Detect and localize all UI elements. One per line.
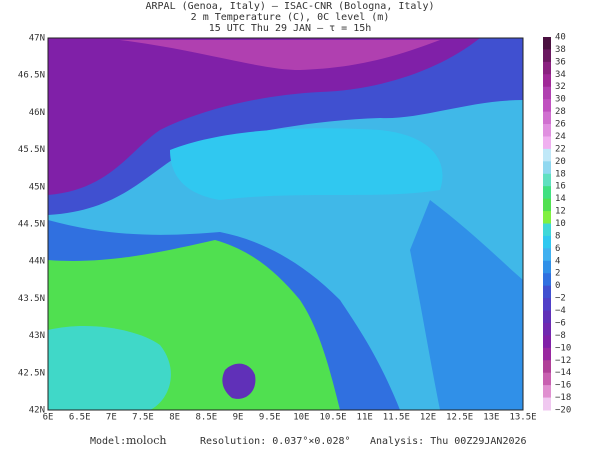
x-label: 7.5E — [132, 413, 154, 423]
colorbar-swatch — [543, 372, 551, 386]
y-label: 46.5N — [18, 71, 45, 81]
colorbar-label: 18 — [555, 169, 566, 179]
colorbar-label: 28 — [555, 107, 566, 117]
colorbar-label: 40 — [555, 33, 566, 43]
footer-analysis: Analysis: Thu 00Z29JAN2026 — [370, 436, 527, 447]
colorbar-swatch — [543, 49, 551, 63]
colorbar-swatch — [543, 322, 551, 336]
colorbar-swatch — [543, 111, 551, 125]
colorbar-swatch — [543, 360, 551, 374]
colorbar-label: 12 — [555, 207, 566, 217]
colorbar-swatch — [543, 124, 551, 137]
colorbar-swatch — [543, 347, 551, 361]
colorbar-swatch — [543, 148, 551, 162]
colorbar-label: 2 — [555, 269, 560, 279]
colorbar-swatch — [543, 173, 551, 187]
x-label: 11E — [357, 413, 373, 423]
y-label: 45N — [29, 182, 45, 192]
colorbar-swatch — [543, 273, 551, 287]
y-label: 46N — [29, 108, 45, 118]
header-line: 15 UTC Thu 29 JAN – τ = 15h — [209, 23, 372, 34]
colorbar-label: 26 — [555, 120, 566, 130]
colorbar-label: −20 — [555, 406, 571, 416]
x-label: 10E — [293, 413, 309, 423]
x-label: 13.5E — [509, 413, 536, 423]
x-label: 13E — [483, 413, 499, 423]
colorbar-swatch — [543, 37, 551, 50]
colorbar-label: −10 — [555, 343, 571, 353]
x-label: 6.5E — [69, 413, 91, 423]
header-line: ARPAL (Genoa, Italy) – ISAC-CNR (Bologna… — [146, 1, 435, 12]
colorbar-label: −6 — [555, 318, 566, 328]
colorbar-swatch — [543, 298, 551, 312]
x-label: 8E — [169, 413, 180, 423]
y-label: 44N — [29, 257, 45, 267]
colorbar-swatch — [543, 74, 551, 88]
x-label: 9E — [233, 413, 244, 423]
x-label: 6E — [43, 413, 54, 423]
x-label: 8.5E — [195, 413, 217, 423]
colorbar-swatch — [543, 235, 551, 249]
colorbar-swatch — [543, 211, 551, 224]
y-label: 47N — [29, 34, 45, 44]
footer-label: Model: — [90, 436, 126, 447]
colorbar-swatch — [543, 186, 551, 200]
colorbar-swatch — [543, 248, 551, 262]
colorbar-label: −14 — [555, 368, 571, 378]
colorbar-label: 32 — [555, 82, 566, 92]
colorbar-label: 30 — [555, 95, 566, 105]
footer-resolution: Resolution: 0.037°×0.028° — [200, 436, 351, 447]
footer-model: moloch — [126, 434, 166, 447]
y-label: 42N — [29, 406, 45, 416]
map — [47, 37, 524, 411]
y-label: 45.5N — [18, 145, 45, 155]
colorbar-swatch — [543, 260, 551, 274]
x-label: 10.5E — [319, 413, 346, 423]
y-label: 43N — [29, 331, 45, 341]
colorbar-label: −8 — [555, 331, 566, 341]
y-label: 44.5N — [18, 220, 45, 230]
colorbar-label: 8 — [555, 231, 560, 241]
colorbar-label: −12 — [555, 356, 571, 366]
colorbar-label: 22 — [555, 144, 566, 154]
colorbar-swatch — [543, 223, 551, 237]
x-label: 11.5E — [383, 413, 410, 423]
colorbar-swatch — [543, 397, 551, 411]
colorbar-swatch — [543, 198, 551, 212]
colorbar-swatch — [543, 99, 551, 113]
colorbar-label: 4 — [555, 256, 560, 266]
colorbar-label: −4 — [555, 306, 566, 316]
colorbar-swatch — [543, 310, 551, 324]
colorbar-swatch — [543, 61, 551, 75]
colorbar-label: 6 — [555, 244, 560, 254]
colorbar-label: 38 — [555, 45, 566, 55]
colorbar-swatch — [543, 335, 551, 349]
x-label: 12.5E — [446, 413, 473, 423]
colorbar-label: −18 — [555, 393, 571, 403]
colorbar-label: 0 — [555, 281, 560, 291]
colorbar-label: 10 — [555, 219, 566, 229]
colorbar-swatch — [543, 285, 551, 299]
x-label: 12E — [420, 413, 436, 423]
x-label: 9.5E — [259, 413, 281, 423]
colorbar-label: −2 — [555, 294, 566, 304]
colorbar-swatch — [543, 86, 551, 100]
colorbar-label: 34 — [555, 70, 566, 80]
colorbar-swatch — [543, 136, 551, 150]
colorbar-label: 20 — [555, 157, 566, 167]
x-label: 7E — [106, 413, 117, 423]
header-line: 2 m Temperature (C), 0C level (m) — [191, 12, 390, 23]
colorbar-label: −16 — [555, 381, 571, 391]
colorbar-swatch — [543, 161, 551, 175]
colorbar-label: 16 — [555, 182, 566, 192]
y-label: 42.5N — [18, 368, 45, 378]
colorbar-label: 24 — [555, 132, 566, 142]
colorbar-label: 14 — [555, 194, 566, 204]
colorbar-swatch — [543, 385, 551, 399]
colorbar-label: 36 — [555, 57, 566, 67]
y-label: 43.5N — [18, 294, 45, 304]
